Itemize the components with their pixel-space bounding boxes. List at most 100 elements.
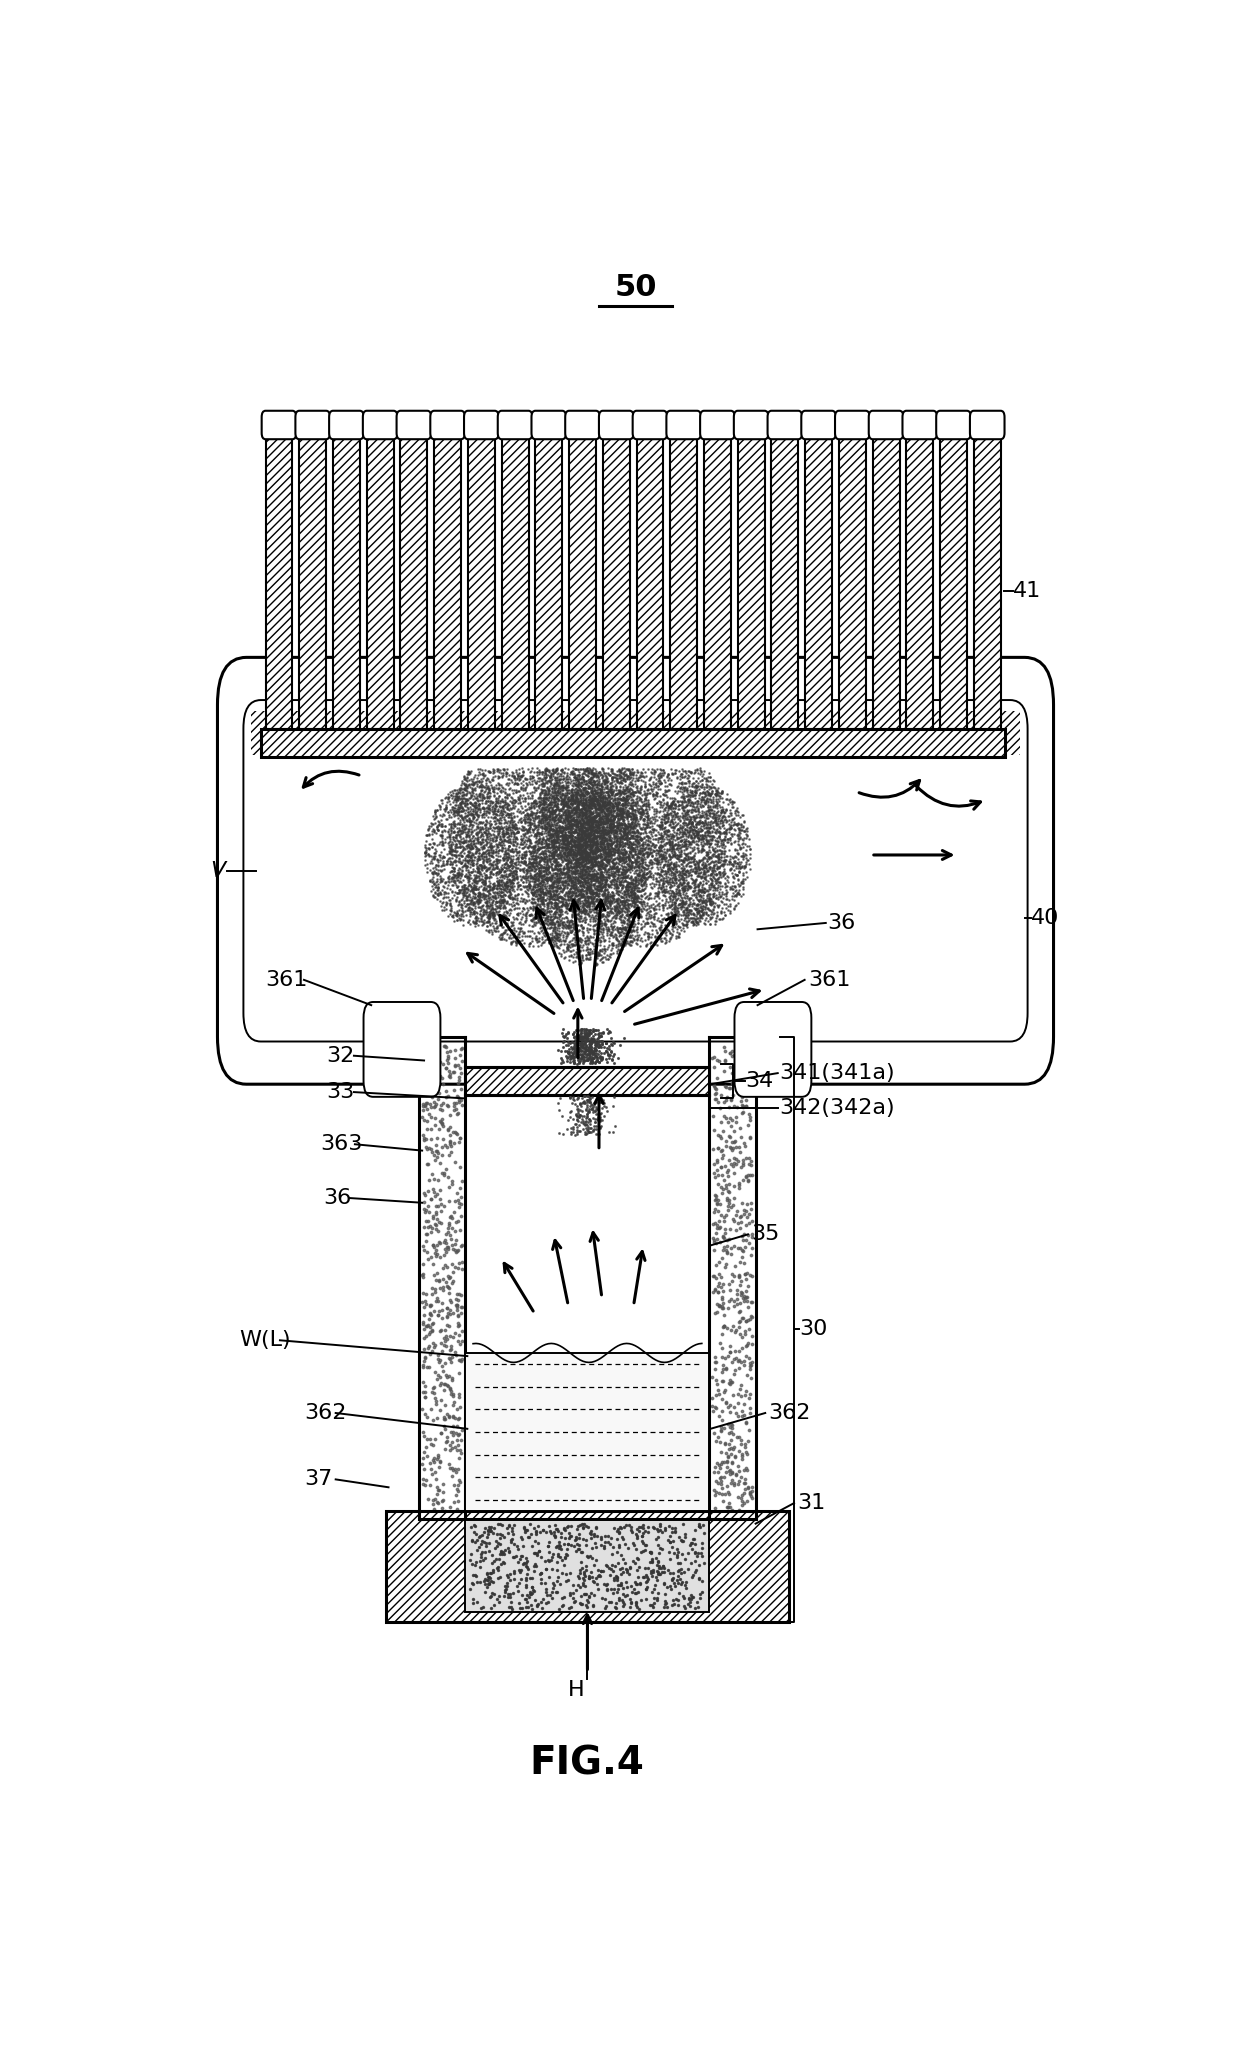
Point — [621, 879, 641, 912]
Point — [528, 858, 548, 891]
Point — [548, 819, 568, 852]
Point — [526, 790, 546, 823]
Point — [441, 852, 461, 885]
Point — [684, 792, 704, 825]
Point — [706, 1392, 725, 1425]
Point — [497, 1568, 517, 1601]
Point — [667, 821, 687, 854]
Point — [728, 838, 748, 870]
Point — [578, 790, 598, 823]
Point — [558, 770, 578, 803]
Point — [547, 1513, 567, 1546]
Point — [622, 926, 642, 959]
Point — [594, 825, 614, 858]
Point — [725, 881, 745, 914]
Point — [474, 797, 494, 829]
Point — [573, 916, 593, 948]
Point — [427, 1464, 446, 1497]
Point — [735, 1472, 755, 1505]
Point — [665, 889, 684, 922]
Point — [656, 803, 676, 836]
Point — [584, 780, 604, 813]
Point — [549, 862, 569, 895]
Point — [557, 766, 577, 799]
Point — [572, 1100, 591, 1133]
Point — [579, 1096, 599, 1129]
Point — [564, 1043, 584, 1076]
Point — [538, 875, 558, 907]
Point — [688, 809, 708, 842]
Point — [423, 1334, 443, 1367]
Point — [439, 813, 459, 846]
Point — [636, 836, 656, 868]
Point — [658, 1536, 678, 1568]
Point — [677, 881, 697, 914]
Point — [590, 805, 610, 838]
Point — [631, 842, 651, 875]
Point — [687, 784, 707, 817]
Point — [438, 786, 458, 819]
Point — [595, 868, 615, 901]
Point — [573, 887, 593, 920]
Point — [616, 840, 636, 873]
Point — [567, 856, 587, 889]
Point — [606, 920, 626, 953]
Point — [692, 809, 712, 842]
Point — [684, 870, 704, 903]
Point — [552, 885, 572, 918]
Point — [538, 887, 558, 920]
Point — [589, 905, 609, 938]
Point — [517, 823, 537, 856]
Point — [574, 795, 594, 827]
Point — [624, 879, 644, 912]
Point — [418, 1332, 438, 1365]
Point — [549, 811, 569, 844]
Point — [635, 825, 655, 858]
Point — [482, 897, 502, 930]
Point — [475, 809, 495, 842]
Point — [412, 1258, 432, 1291]
Point — [588, 897, 608, 930]
Point — [438, 846, 458, 879]
Point — [552, 817, 572, 850]
Point — [536, 762, 556, 795]
FancyBboxPatch shape — [217, 657, 1054, 1084]
Point — [692, 875, 712, 907]
Point — [582, 1035, 601, 1068]
Point — [596, 1589, 616, 1622]
Point — [578, 776, 598, 809]
Point — [645, 768, 665, 801]
Point — [557, 827, 577, 860]
Point — [688, 792, 708, 825]
Point — [590, 778, 610, 811]
Point — [515, 903, 534, 936]
Point — [585, 858, 605, 891]
Point — [647, 856, 667, 889]
Point — [601, 836, 621, 868]
Point — [479, 838, 498, 870]
Point — [640, 860, 660, 893]
Point — [688, 819, 708, 852]
Point — [575, 756, 595, 788]
Point — [563, 895, 583, 928]
Point — [588, 782, 608, 815]
Point — [658, 799, 678, 831]
Point — [560, 766, 580, 799]
Point — [494, 901, 513, 934]
Point — [459, 905, 479, 938]
Point — [627, 893, 647, 926]
Point — [425, 877, 445, 909]
Point — [430, 819, 450, 852]
Point — [615, 786, 635, 819]
Point — [728, 887, 748, 920]
Point — [451, 873, 471, 905]
Point — [591, 844, 611, 877]
Point — [503, 866, 523, 899]
Point — [553, 811, 573, 844]
Point — [578, 1018, 598, 1051]
Point — [480, 877, 500, 909]
Point — [720, 821, 740, 854]
Point — [415, 844, 435, 877]
Point — [541, 848, 560, 881]
Point — [651, 780, 671, 813]
